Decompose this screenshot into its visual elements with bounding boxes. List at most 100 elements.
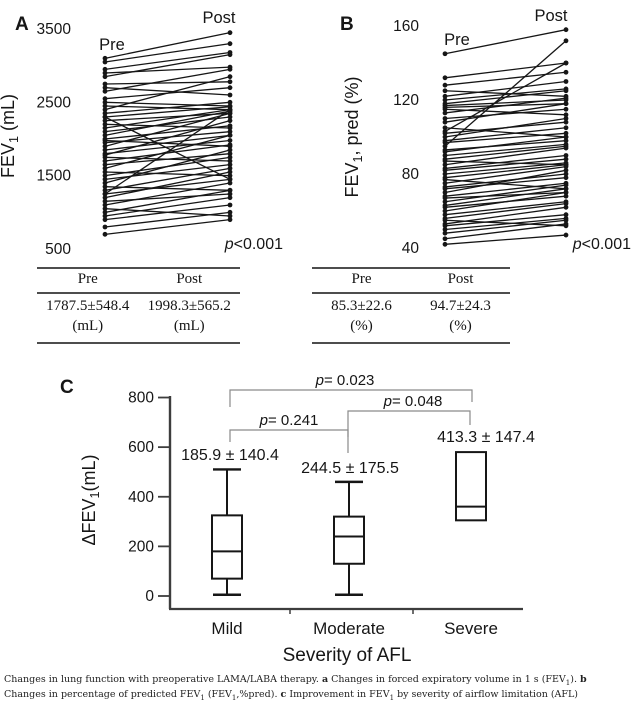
pair-line (444, 164, 567, 179)
caption-text: ). (570, 674, 581, 685)
pre-data-point (442, 204, 448, 210)
post-data-point (227, 132, 233, 138)
pre-data-point (102, 140, 108, 146)
post-data-point (227, 154, 233, 160)
pre-data-point (102, 121, 108, 127)
post-data-point (227, 165, 233, 171)
caption-text: 1 (231, 693, 237, 702)
post-data-point (227, 41, 233, 47)
post-data-point (563, 232, 569, 238)
post-data-point (227, 110, 233, 116)
pair-line (444, 191, 567, 212)
post-data-point (227, 138, 233, 143)
post-data-point (227, 195, 233, 201)
pair-line (444, 127, 567, 142)
post-data-point (227, 142, 233, 148)
y-tick-label: 600 (128, 439, 154, 456)
caption-text: Changes in lung function with preoperati… (4, 674, 322, 685)
panel-a-summary-table: Pre Post 1787.5±548.4 (mL) 1998.3±565.2 (m… (37, 267, 240, 344)
post-data-point (563, 217, 569, 223)
post-data-point (227, 129, 233, 135)
figure-caption: Changes in lung function with preoperati… (4, 673, 630, 703)
pre-data-point (442, 180, 448, 186)
comparison-bracket (347, 410, 471, 437)
pre-data-point (442, 153, 448, 158)
table-b-post-header: Post (447, 271, 474, 287)
table-a-post-header: Post (176, 271, 203, 287)
post-data-point (227, 52, 233, 58)
post-data-point (563, 79, 569, 84)
post-data-point (563, 167, 569, 173)
post-data-point (563, 38, 569, 44)
pre-data-point (442, 230, 448, 236)
post-data-point (563, 204, 569, 210)
post-data-point (227, 92, 233, 98)
caption-text: 1 (389, 693, 395, 702)
pre-data-point (442, 82, 448, 88)
pre-data-point (102, 176, 108, 182)
pair-line (104, 219, 231, 235)
pre-data-point (442, 119, 448, 125)
pair-line (444, 88, 567, 101)
box-severe (455, 451, 487, 522)
table-b-post-value: 94.7±24.3 (430, 297, 491, 314)
post-data-point (563, 27, 569, 33)
pre-data-point (102, 224, 108, 230)
pair-line (104, 68, 231, 92)
pre-data-point (442, 140, 448, 145)
pre-data-point (102, 217, 108, 223)
caption-text: ,%pred). (236, 689, 281, 701)
pair-line (444, 29, 567, 55)
panel-b-summary-table: Pre Post 85.3±22.6 (%) 94.7±24.3 (%) (312, 267, 510, 344)
pre-data-point (102, 129, 108, 135)
post-data-point (227, 213, 233, 219)
pair-line (444, 162, 567, 175)
box-moderate (333, 515, 365, 565)
pair-line (104, 197, 231, 217)
y-tick-label: 800 (128, 390, 154, 407)
pre-data-point (442, 199, 448, 205)
table-a-post-cell: 1998.3±565.2 (mL) (139, 297, 241, 337)
pre-data-point (102, 213, 108, 219)
post-data-point (563, 221, 569, 227)
panel-a-y-tick-label: 1500 (37, 168, 72, 185)
post-data-point (227, 191, 233, 197)
caption-text: Improvement in FEV (286, 689, 390, 701)
panel-a-y-tick-label: 2500 (37, 94, 72, 111)
pre-data-point (442, 223, 448, 229)
pair-line (444, 182, 567, 197)
pair-line (444, 165, 567, 184)
pair-line (444, 108, 567, 120)
x-tick-label-mild: Mild (211, 619, 242, 638)
post-data-point (563, 193, 569, 199)
caption-text: Changes in percentage of predicted FEV (4, 689, 201, 701)
post-data-point (563, 201, 569, 207)
pre-data-point (442, 88, 448, 94)
table-b-post-unit: (%) (449, 317, 472, 334)
panel-c-box-plot: C ΔFEV1(mL) 800 600 400 200 0 p= 0.023 p= 0.048 p… (60, 372, 535, 666)
table-a-value-row: 1787.5±548.4 (mL) 1998.3±565.2 (mL) (37, 294, 240, 342)
panel-c-y-axis-label: ΔFEV1(mL) (79, 454, 102, 545)
pre-data-point (102, 169, 108, 175)
pair-line (444, 217, 567, 231)
panel-b-post-label: Post (534, 7, 567, 25)
pre-data-point (102, 107, 108, 113)
pair-line (104, 32, 231, 59)
y-tick-label: 400 (128, 489, 154, 506)
pre-data-point (102, 85, 108, 91)
post-data-point (563, 156, 569, 162)
pair-line (444, 158, 567, 171)
pre-data-point (102, 125, 108, 131)
pre-data-point (442, 149, 448, 155)
pre-data-point (102, 202, 108, 208)
pre-data-point (442, 236, 448, 242)
pre-data-point (442, 158, 448, 164)
pre-data-point (102, 180, 108, 186)
pair-line (104, 193, 231, 202)
post-data-point (563, 138, 569, 144)
pre-data-point (102, 132, 108, 138)
pair-line (444, 154, 567, 170)
post-data-point (563, 69, 569, 75)
pre-data-point (102, 209, 108, 215)
post-data-point (227, 209, 233, 215)
